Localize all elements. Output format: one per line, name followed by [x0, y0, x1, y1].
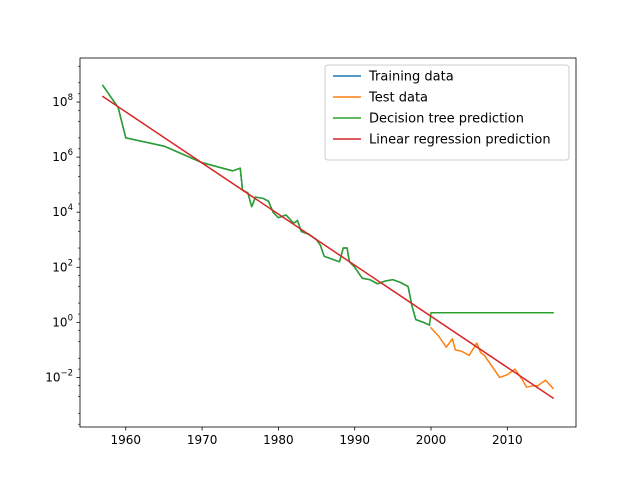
- y-axis: 108 106 104 102 100 10−2: [45, 65, 80, 425]
- x-tick-label: 1960: [111, 433, 142, 447]
- series-line-test-data: [429, 326, 555, 390]
- y-tick-label: 104: [52, 203, 73, 219]
- legend-label: Decision tree prediction: [369, 112, 524, 127]
- series-line-linear-regression-prediction: [101, 95, 555, 400]
- legend-label: Test data: [368, 91, 428, 106]
- x-tick-label: 1980: [263, 433, 294, 447]
- x-tick-label: 2000: [416, 433, 447, 447]
- series-layer: [101, 84, 555, 400]
- x-tick-label: 2010: [492, 433, 523, 447]
- x-tick-label: 1970: [187, 433, 218, 447]
- legend: Training data Test data Decision tree pred…: [324, 64, 570, 161]
- y-tick-label: 106: [52, 148, 73, 164]
- legend-box: [324, 64, 570, 161]
- y-tick-label: 102: [52, 258, 73, 274]
- x-axis: 1960 1970 1980 1990 2000 2010: [111, 427, 523, 447]
- y-tick-label: 100: [52, 313, 73, 329]
- legend-label: Linear regression prediction: [369, 133, 551, 148]
- x-tick-label: 1990: [339, 433, 370, 447]
- y-tick-label: 108: [52, 93, 73, 109]
- legend-label: Training data: [368, 70, 454, 85]
- plot-frame: [79, 57, 577, 428]
- y-tick-label: 10−2: [45, 368, 73, 384]
- series-line-decision-tree-prediction: [101, 84, 554, 326]
